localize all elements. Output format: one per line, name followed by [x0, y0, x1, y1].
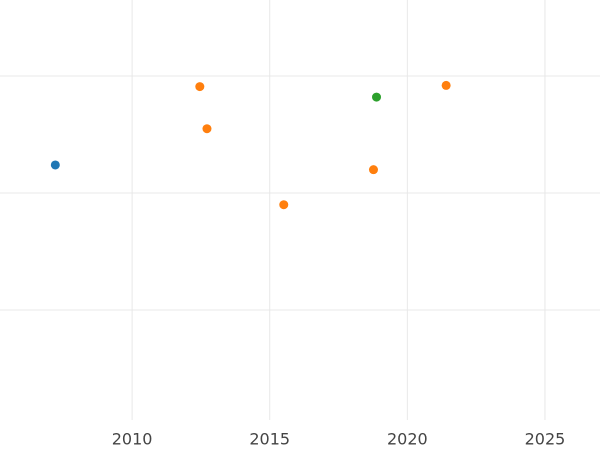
x-tick-label: 2025 [525, 430, 566, 449]
point [368, 165, 378, 175]
point [202, 124, 212, 134]
point [279, 200, 289, 210]
point [372, 92, 382, 102]
point [195, 82, 205, 92]
x-tick-label: 2010 [112, 430, 153, 449]
point [441, 80, 451, 90]
point [50, 160, 60, 170]
x-tick-label: 2020 [387, 430, 428, 449]
x-tick-label: 2015 [249, 430, 290, 449]
